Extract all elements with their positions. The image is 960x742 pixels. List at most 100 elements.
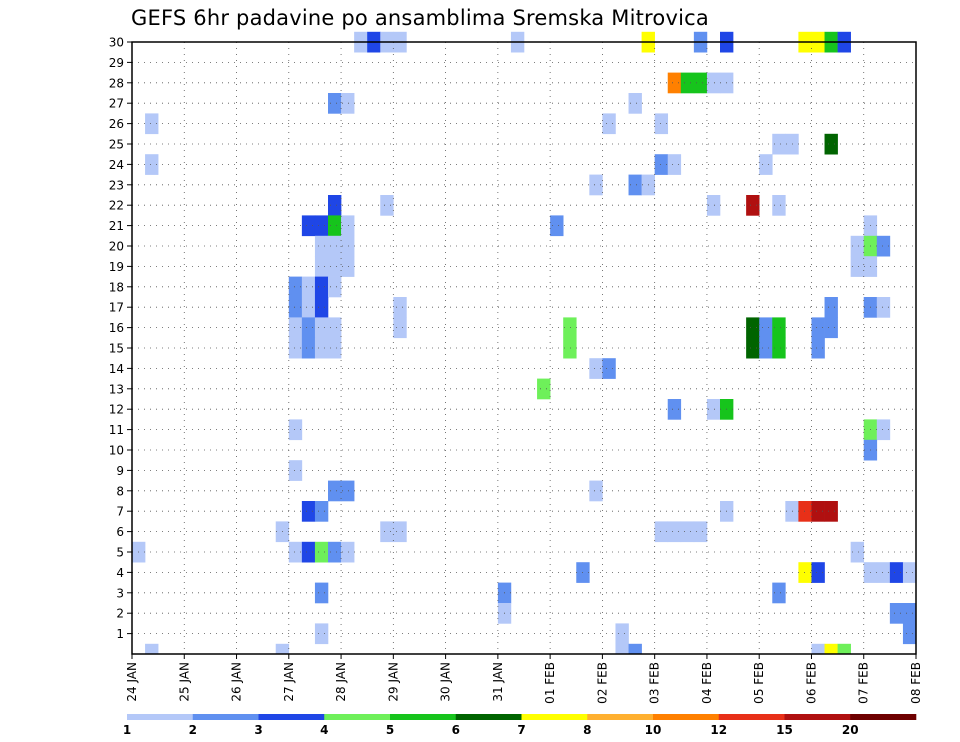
cell-m3-128 bbox=[314, 582, 329, 604]
legend-swatch-8 bbox=[587, 714, 654, 720]
cell-m17-60 bbox=[301, 297, 316, 318]
x-tick-label-11: 04 FEB bbox=[700, 662, 714, 704]
cell-m0-143 bbox=[837, 643, 851, 655]
legend-label-12: 12 bbox=[710, 723, 727, 737]
cell-m16-73 bbox=[759, 317, 773, 339]
cell-m24-28 bbox=[667, 154, 682, 175]
y-tick-label-28: 28 bbox=[109, 76, 124, 90]
y-tick-label-30: 30 bbox=[109, 36, 124, 50]
cell-m27-17 bbox=[328, 93, 342, 114]
y-tick-label-23: 23 bbox=[109, 178, 124, 192]
cell-m12-90 bbox=[706, 399, 721, 420]
legend-swatch-7 bbox=[521, 714, 588, 720]
y-tick-label-25: 25 bbox=[109, 138, 124, 152]
cell-m7-104 bbox=[798, 501, 812, 522]
cell-m8-97 bbox=[328, 480, 342, 502]
y-tick-label-27: 27 bbox=[109, 97, 124, 111]
y-tick-label-3: 3 bbox=[116, 586, 124, 600]
cell-m0-139 bbox=[615, 643, 629, 655]
legend-swatch-12 bbox=[850, 714, 917, 720]
cell-m1-135 bbox=[615, 623, 629, 645]
cell-m21-40 bbox=[328, 215, 342, 237]
cell-m16-69 bbox=[328, 317, 342, 339]
x-tick-label-15: 08 FEB bbox=[909, 662, 923, 704]
cell-m26-20 bbox=[145, 113, 159, 135]
legend-label-1: 1 bbox=[123, 723, 131, 737]
cell-m20-45 bbox=[328, 235, 342, 257]
cell-m1-134 bbox=[314, 623, 329, 645]
cell-m22-37 bbox=[772, 195, 786, 216]
cell-m5-117 bbox=[314, 541, 329, 563]
cell-m6-113 bbox=[693, 521, 708, 543]
cell-m21-41 bbox=[341, 215, 355, 237]
cell-m18-55 bbox=[288, 276, 303, 298]
y-tick-label-1: 1 bbox=[116, 627, 124, 641]
cell-m27-19 bbox=[628, 93, 642, 114]
cell-m5-119 bbox=[341, 541, 355, 563]
cell-m0-140 bbox=[628, 643, 642, 655]
chart-title: GEFS 6hr padavine po ansamblima Sremska … bbox=[131, 6, 709, 30]
cell-m16-66 bbox=[288, 317, 303, 339]
legend-swatch-3 bbox=[258, 714, 325, 720]
cell-m16-74 bbox=[772, 317, 786, 339]
cell-m5-120 bbox=[850, 541, 865, 563]
cell-m7-100 bbox=[301, 501, 316, 522]
cell-m16-75 bbox=[811, 317, 825, 339]
x-tick-label-5: 29 JAN bbox=[386, 662, 400, 702]
cell-m17-64 bbox=[876, 297, 891, 318]
legend-label-7: 7 bbox=[517, 723, 525, 737]
cell-m14-87 bbox=[602, 358, 616, 379]
y-tick-label-5: 5 bbox=[116, 546, 124, 560]
cell-m5-115 bbox=[288, 541, 303, 563]
cell-m19-51 bbox=[328, 256, 342, 277]
y-tick-label-20: 20 bbox=[109, 240, 124, 254]
y-tick-label-9: 9 bbox=[116, 464, 124, 478]
y-tick-label-7: 7 bbox=[116, 505, 124, 519]
cell-m22-36 bbox=[746, 195, 760, 216]
cell-m15-81 bbox=[563, 337, 577, 359]
cell-m0-137 bbox=[145, 643, 159, 655]
cell-m24-26 bbox=[145, 154, 159, 175]
cell-m17-65 bbox=[824, 297, 838, 318]
y-tick-label-13: 13 bbox=[109, 382, 124, 396]
cell-m7-105 bbox=[811, 501, 825, 522]
cell-m15-78 bbox=[301, 337, 316, 359]
x-tick-label-8: 01 FEB bbox=[543, 662, 557, 704]
cell-m24-27 bbox=[654, 154, 669, 175]
y-tick-label-16: 16 bbox=[109, 321, 124, 335]
x-tick-label-3: 27 JAN bbox=[282, 662, 296, 702]
cell-m19-53 bbox=[850, 256, 865, 277]
data-cells bbox=[132, 31, 917, 655]
cell-m7-101 bbox=[314, 501, 329, 522]
y-tick-label-19: 19 bbox=[109, 260, 124, 274]
cell-m4-125 bbox=[876, 562, 891, 583]
cell-m2-133 bbox=[902, 603, 917, 624]
cell-m4-127 bbox=[902, 562, 917, 583]
cell-m7-106 bbox=[824, 501, 838, 522]
x-tick-label-1: 25 JAN bbox=[177, 662, 191, 702]
cell-m6-109 bbox=[393, 521, 407, 543]
cell-m6-111 bbox=[667, 521, 682, 543]
cell-m26-21 bbox=[602, 113, 616, 135]
y-tick-label-22: 22 bbox=[109, 199, 124, 213]
y-tick-label-11: 11 bbox=[109, 423, 124, 437]
legend-swatch-5 bbox=[390, 714, 457, 720]
legend-label-8: 8 bbox=[583, 723, 591, 737]
legend-swatch-9 bbox=[653, 714, 720, 720]
cell-m15-83 bbox=[759, 337, 773, 359]
y-tick-label-12: 12 bbox=[109, 403, 124, 417]
cell-m28-15 bbox=[706, 72, 721, 94]
legend-label-2: 2 bbox=[189, 723, 197, 737]
cell-m16-70 bbox=[393, 317, 407, 339]
cell-m22-34 bbox=[380, 195, 394, 216]
cell-m12-89 bbox=[667, 399, 682, 420]
x-tick-label-6: 30 JAN bbox=[439, 662, 453, 702]
cell-m18-56 bbox=[301, 276, 316, 298]
legend-swatch-6 bbox=[455, 714, 522, 720]
cell-m16-68 bbox=[314, 317, 329, 339]
x-tick-label-4: 28 JAN bbox=[334, 662, 348, 702]
y-tick-label-4: 4 bbox=[116, 566, 124, 580]
y-tick-label-29: 29 bbox=[109, 56, 124, 70]
color-legend: 1 2 3 4 5 6 7 8 10 12 15 20 bbox=[123, 714, 917, 737]
